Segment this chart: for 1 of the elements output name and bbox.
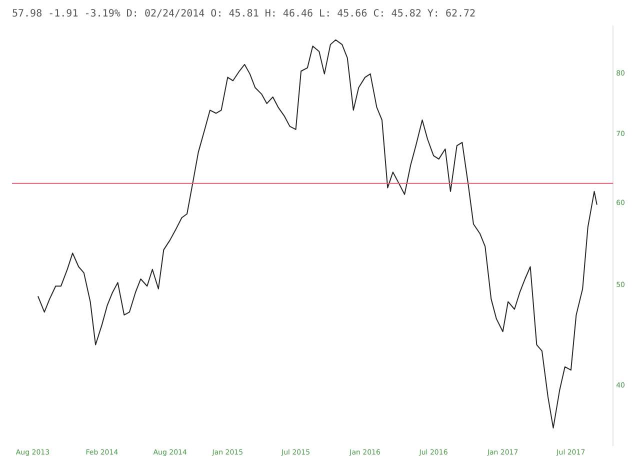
chart-title: 57.98 -1.91 -3.19% D: 02/24/2014 O: 45.81 H: 46.46 L: 45.66 C: 45.82 Y: 62.72: [12, 8, 476, 20]
